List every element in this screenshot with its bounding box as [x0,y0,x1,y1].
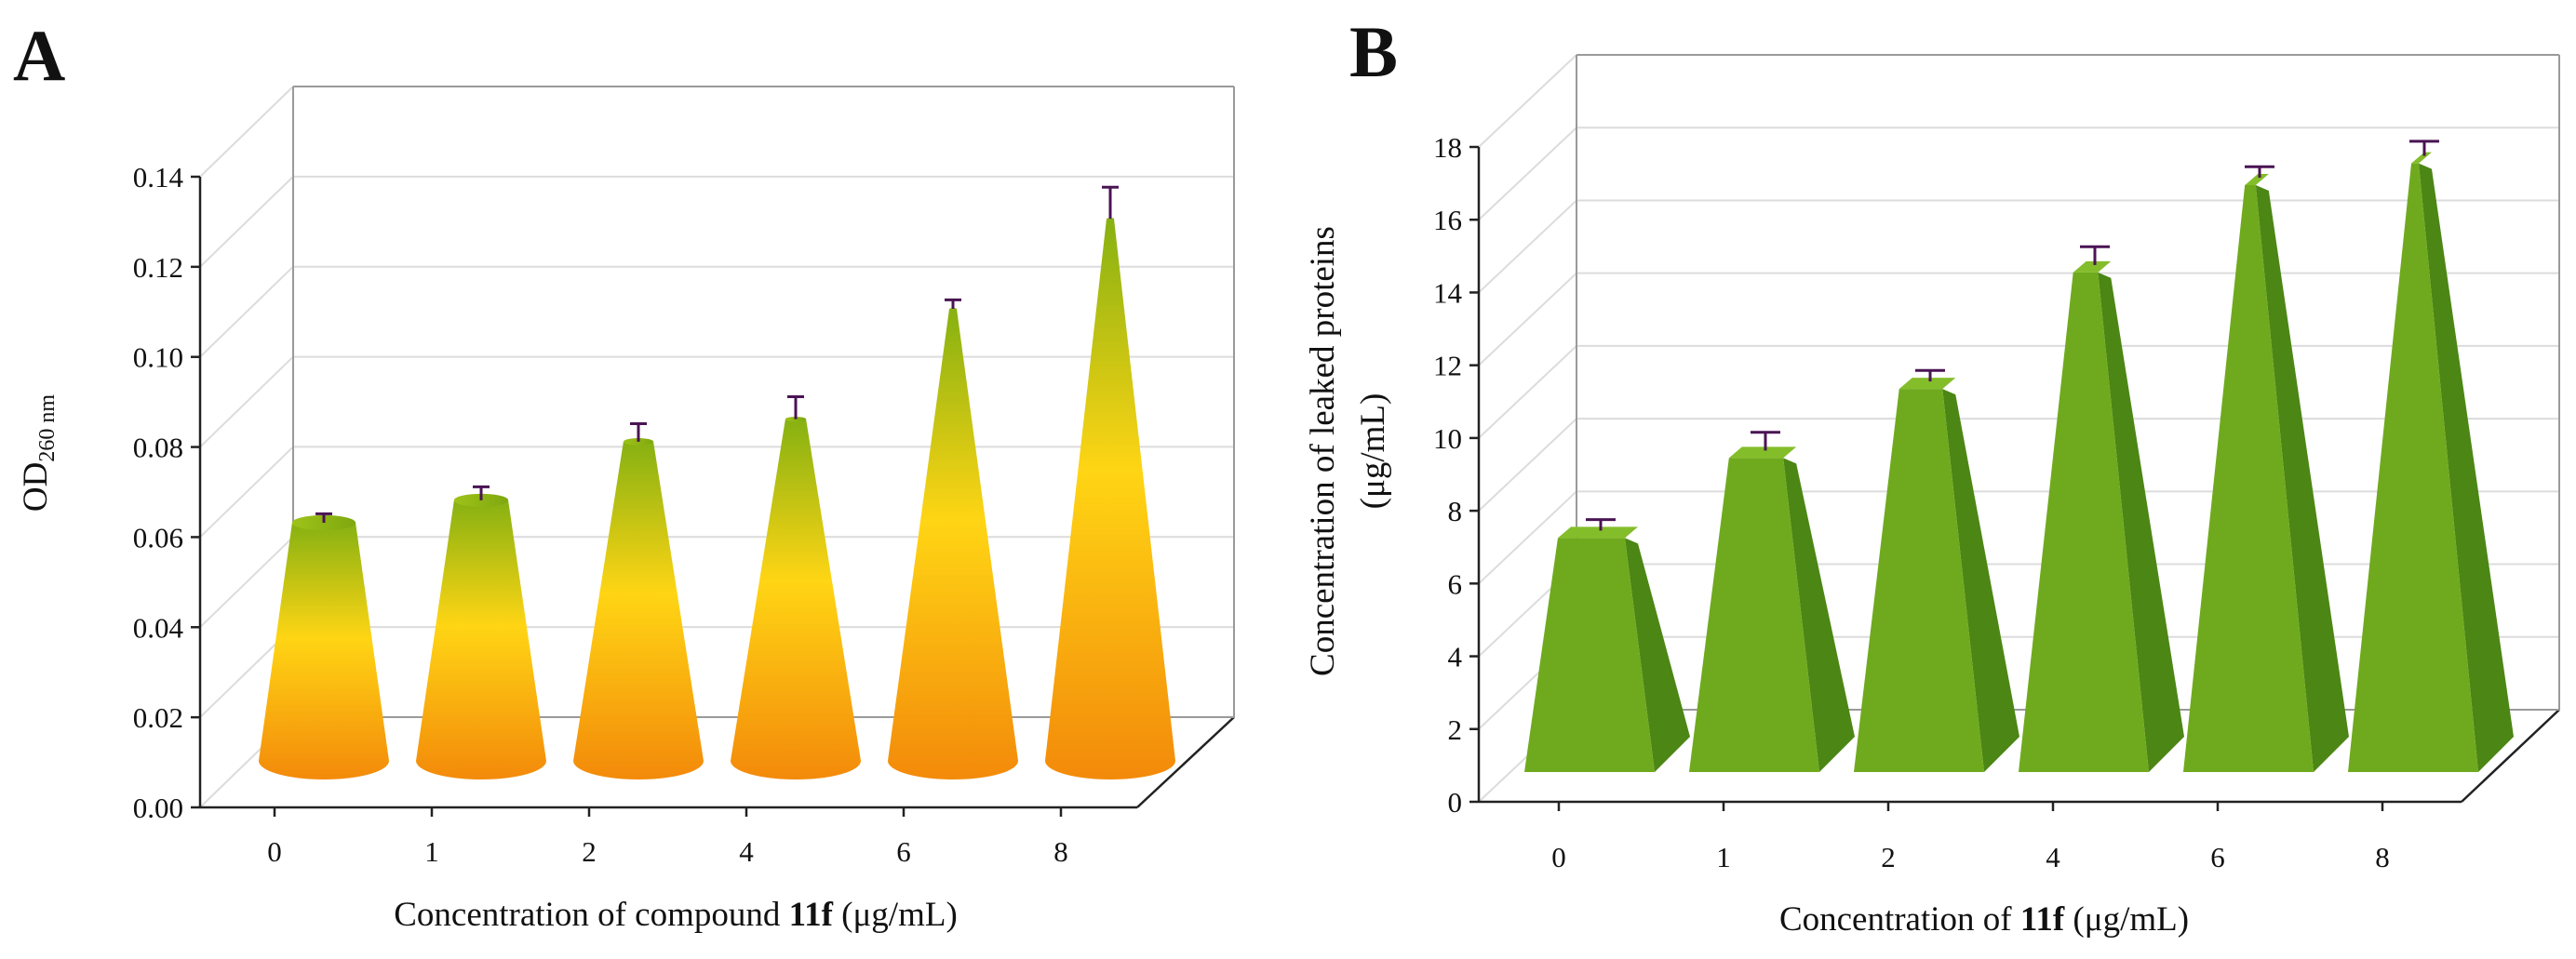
panel-b-x-axis-label: Concentration of 11f (μg/mL) [1779,900,2189,939]
pyramid-top-face [2411,152,2432,164]
pyramid-bar [1689,431,1855,772]
panel-a-y-tick-labels: 0.00 0.02 0.04 0.06 0.08 0.10 0.12 0.14 [133,161,200,824]
pyramid-side-face [1942,389,2019,772]
panel-b-bars [1524,140,2514,773]
y-tick-label: 14 [1433,276,1463,309]
pyramid-side-face [1783,458,1855,772]
cone-body [888,309,1018,779]
pyramid-top-face [1728,446,1797,459]
panel-b-walls [1477,54,2560,804]
cone-bar [573,422,704,779]
pyramid-front-face [2019,272,2149,772]
gridline-diagonal [199,355,294,448]
pyramid-front-face [1689,458,1819,772]
y-tick-label: 0.08 [133,432,183,464]
panel-a-chart: A 0.00 0.02 0.04 0.06 0.08 0.10 0.12 0.14 0 1 2 4 6… [13,15,1235,934]
pyramid-bar [2183,165,2349,773]
panel-a-x-axis-label: Concentration of compound 11f (μg/mL) [394,896,958,934]
gridline-diagonal [1478,345,1577,439]
pyramid-bar [1524,518,1690,772]
y-tick-label: 10 [1433,422,1462,455]
pyramid-bar [2348,140,2514,773]
panel-b-letter: B [1349,11,1398,92]
y-tick-label: 0 [1448,786,1463,819]
gridline-diagonal [199,446,294,539]
gridline-diagonal [199,176,294,268]
x-tick-label: 0 [1551,841,1566,873]
gridline-diagonal [199,536,294,629]
gridline-diagonal [1478,272,1577,366]
gridline-diagonal [1478,199,1577,294]
cone-body [1045,219,1175,779]
pyramid-top-face [1898,378,1956,390]
x-tick-label: 0 [267,835,282,868]
cone-bar [1045,185,1175,779]
panel-a-y-axis-label: OD260 nm [17,394,60,512]
x-tick-label: 2 [1881,841,1896,873]
x-tick-label: 1 [424,835,439,868]
pyramid-side-face [2255,185,2349,773]
pyramid-front-face [1854,389,1984,772]
y-tick-label: 0.12 [133,251,183,284]
pyramid-front-face [2348,163,2478,773]
floor-right-edge [1136,716,1235,808]
x-tick-label: 6 [896,835,911,868]
pyramid-front-face [2183,185,2314,773]
x-tick-label: 8 [2375,841,2390,873]
y-tick-label: 0.14 [133,161,184,193]
y-tick-label: 0.10 [133,341,183,374]
pyramid-side-face [2418,163,2514,773]
cone-body [731,419,861,779]
pyramid-top-face [2073,260,2112,273]
cone-body [416,499,546,779]
x-tick-label: 6 [2210,841,2225,873]
cone-bar [259,512,389,779]
panel-b-y-tick-labels: 0 2 4 6 8 10 12 14 16 18 [1433,131,1479,819]
y-tick-label: 2 [1448,713,1463,746]
y-tick-label: 8 [1448,495,1463,527]
y-tick-label: 16 [1433,204,1462,236]
panel-a-x-tick-labels: 0 1 2 4 6 8 [267,807,1068,868]
cone-body [573,441,704,779]
x-tick-label: 1 [1716,841,1731,873]
gridline-diagonal [199,86,294,178]
gridline-diagonal [1478,418,1577,512]
panel-a-bars [259,185,1175,779]
x-tick-label: 2 [582,835,597,868]
panel-b-x-tick-labels: 0 1 2 4 6 8 [1551,802,2390,873]
x-tick-label: 4 [2046,841,2060,873]
gridline-diagonal [1478,127,1577,220]
y-tick-label: 0.04 [133,611,184,644]
gridline-diagonal [1478,490,1577,585]
y-tick-label: 18 [1433,131,1462,164]
cone-bar [888,298,1018,779]
pyramid-bar [1854,368,2019,772]
panel-b-y-axis-label: Concentration of leaked proteins [1304,226,1342,676]
pyramid-side-face [1625,538,1690,772]
pyramid-top-face [1557,526,1639,539]
gridline-diagonal [1478,54,1577,148]
y-tick-label: 0.00 [133,792,183,824]
pyramid-bar [2019,245,2184,772]
x-tick-label: 4 [739,835,754,868]
cone-bar [416,485,546,779]
cone-bar [731,394,861,779]
y-tick-label: 6 [1448,567,1463,600]
y-tick-label: 12 [1433,350,1462,382]
panel-a-letter: A [13,15,65,96]
panel-b-y-axis-label-unit: (μg/mL) [1354,393,1392,510]
x-tick-label: 8 [1053,835,1068,868]
pyramid-side-face [2098,272,2184,772]
y-tick-label: 0.06 [133,521,183,553]
cone-body [259,523,389,779]
gridline-diagonal [199,265,294,358]
pyramid-front-face [1524,538,1655,772]
y-tick-label: 4 [1448,641,1463,673]
y-tick-label: 0.02 [133,701,183,734]
floor-right-edge [2461,709,2560,803]
pyramid-top-face [2245,174,2269,186]
